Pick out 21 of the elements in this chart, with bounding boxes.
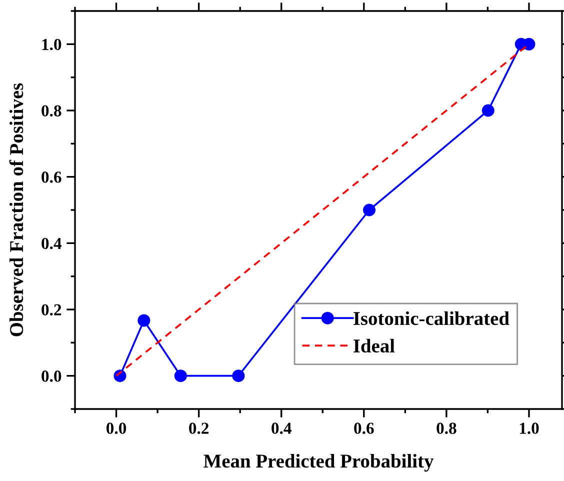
y-tick-label: 0.8	[42, 105, 62, 117]
y-tick-label: 1.0	[42, 38, 62, 50]
x-axis-title: Mean Predicted Probability	[204, 454, 434, 472]
x-tick-label: 0.2	[189, 422, 209, 434]
y-tick-label: 0.2	[42, 304, 62, 316]
y-tick-label: 0.6	[42, 172, 62, 183]
x-tick-label: 1.0	[520, 422, 539, 434]
point	[232, 370, 245, 382]
legend-label: Isotonic-calibrated	[354, 311, 510, 326]
y-tick-label: 0.0	[42, 370, 62, 382]
x-tick-label: 0.6	[354, 422, 374, 434]
point	[174, 370, 187, 382]
x-tick-label: 0.0	[106, 422, 126, 434]
point	[363, 204, 376, 216]
y-tick-label: 0.4	[42, 238, 62, 250]
y-axis-title: Observed Fraction of Positives	[9, 83, 24, 336]
x-tick-label: 0.8	[436, 422, 456, 434]
legend-label: Ideal	[354, 338, 395, 353]
point	[138, 314, 150, 327]
point	[482, 104, 494, 117]
x-tick-label: 0.4	[272, 422, 292, 434]
